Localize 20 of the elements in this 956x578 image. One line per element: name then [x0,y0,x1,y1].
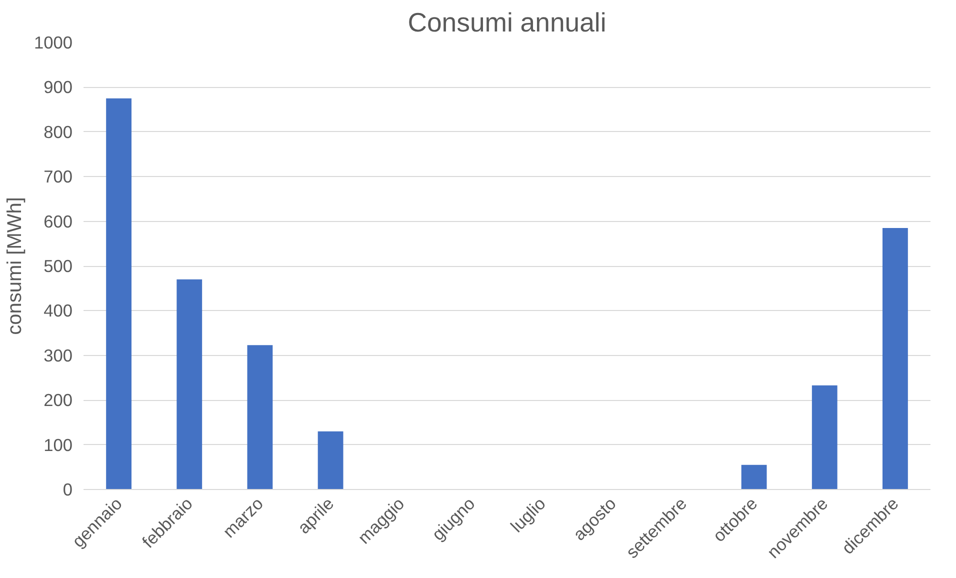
y-tick-label: 0 [62,480,73,500]
y-tick-label: 600 [44,211,73,232]
bar [106,98,132,490]
y-tick-label: 1000 [34,32,73,52]
y-tick-label: 100 [44,434,73,455]
y-tick-label: 900 [44,77,73,98]
y-tick-label: 800 [44,122,73,142]
y-tick-label: 200 [44,390,73,410]
y-tick-label: 300 [44,345,73,366]
chart-title: Consumi annuali [408,8,606,38]
y-axis-title: consumi [MWh] [4,197,26,335]
y-tick-label: 400 [44,300,73,321]
bar [318,431,344,490]
bar [741,464,767,490]
bar [247,345,273,490]
bar [812,385,838,490]
bar [882,228,908,490]
bar [176,279,202,490]
y-tick-label: 500 [44,256,73,276]
y-tick-label: 700 [44,166,73,187]
